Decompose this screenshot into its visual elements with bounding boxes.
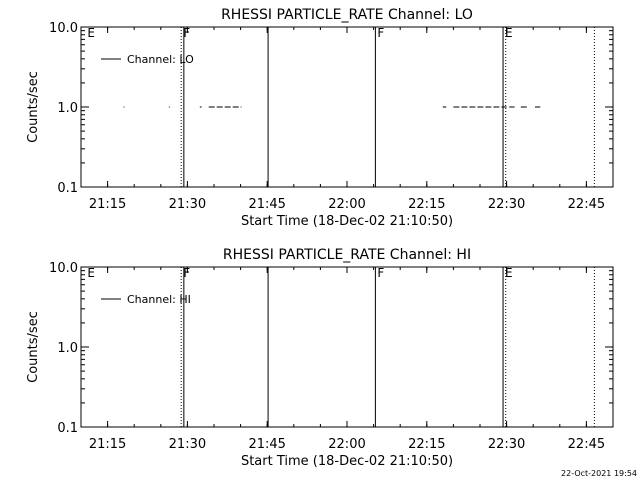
- x-tick-label: 22:00: [328, 437, 365, 452]
- chart-panel-2: RHESSI PARTICLE_RATE Channel: HI 21:15 21:…: [26, 247, 614, 469]
- event-label: F: [377, 266, 384, 280]
- x-tick-label: 21:15: [89, 197, 126, 212]
- event-label: F: [183, 266, 190, 280]
- y-tick-label: 0.1: [57, 421, 78, 436]
- x-tick-label: 22:00: [328, 197, 365, 212]
- event-label: E: [505, 26, 513, 40]
- x-axis-label: Start Time (18-Dec-02 21:10:50): [241, 214, 453, 229]
- x-tick-label: 21:15: [89, 437, 126, 452]
- x-axis-label: Start Time (18-Dec-02 21:10:50): [241, 454, 453, 469]
- x-tick-label: 22:30: [488, 197, 525, 212]
- x-tick-label: 21:30: [169, 437, 206, 452]
- event-label: F: [183, 26, 190, 40]
- chart-panel-1: RHESSI PARTICLE_RATE Channel: LO 21:15 21:…: [26, 7, 614, 229]
- x-tick-label: 21:45: [248, 437, 285, 452]
- plot-frame: [80, 26, 614, 188]
- plot-frame: [80, 266, 614, 428]
- y-tick-label: 1.0: [57, 101, 78, 116]
- y-axis-label: Counts/sec: [26, 71, 41, 143]
- event-label: E: [505, 266, 513, 280]
- x-tick-label: 21:45: [248, 197, 285, 212]
- legend-label: Channel: HI: [127, 293, 191, 306]
- event-label: F: [377, 26, 384, 40]
- x-tick-label: 22:45: [568, 437, 605, 452]
- y-tick-label: 0.1: [57, 181, 78, 196]
- chart-title: RHESSI PARTICLE_RATE Channel: HI: [223, 247, 471, 263]
- x-tick-label: 22:15: [408, 197, 445, 212]
- x-tick-label: 21:30: [169, 197, 206, 212]
- x-tick-label: 22:15: [408, 437, 445, 452]
- event-label: E: [87, 26, 95, 40]
- legend-label: Channel: LO: [127, 53, 194, 66]
- event-label: E: [87, 266, 95, 280]
- footer-timestamp: 22-Oct-2021 19:54: [561, 469, 637, 478]
- y-tick-label: 1.0: [57, 341, 78, 356]
- y-axis-label: Counts/sec: [26, 311, 41, 383]
- y-tick-label: 10.0: [49, 21, 78, 36]
- x-tick-label: 22:30: [488, 437, 525, 452]
- x-tick-label: 22:45: [568, 197, 605, 212]
- y-tick-label: 10.0: [49, 261, 78, 276]
- chart-title: RHESSI PARTICLE_RATE Channel: LO: [221, 7, 473, 23]
